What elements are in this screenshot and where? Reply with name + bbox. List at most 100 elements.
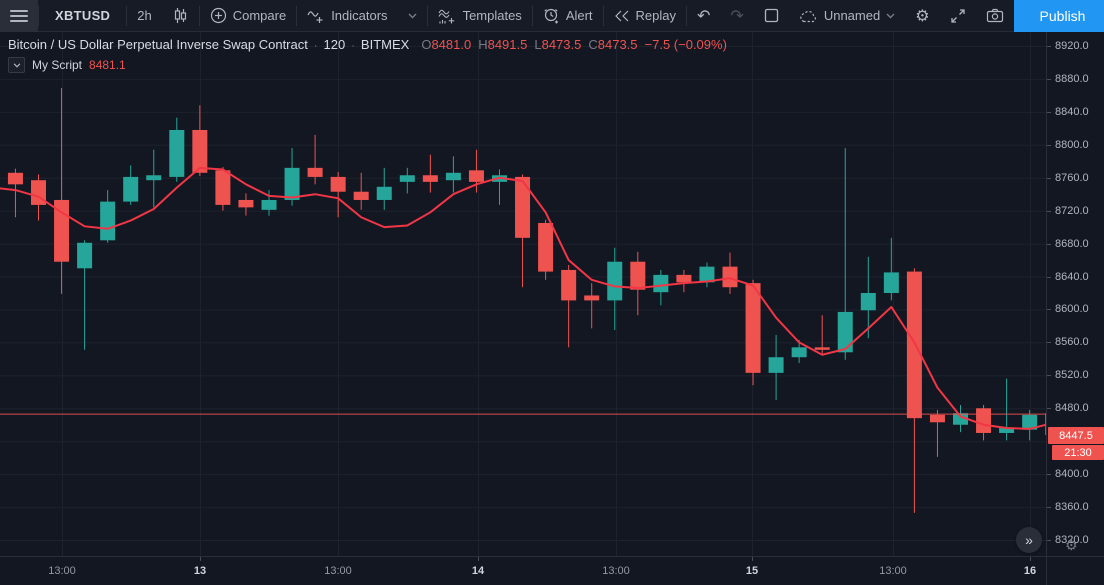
price-tick: [1047, 276, 1051, 278]
publish-button[interactable]: Publish: [1013, 0, 1104, 32]
candle-body: [215, 170, 231, 205]
candle-body: [515, 176, 531, 238]
ohlc-item: H8491.5: [478, 37, 528, 52]
legend-separator: ·: [313, 40, 318, 52]
toolbar-separator: [531, 5, 533, 26]
price-tick: [1047, 46, 1051, 47]
chart-settings-button[interactable]: ⚙: [905, 0, 939, 32]
chart-style-button[interactable]: [162, 0, 199, 32]
candle-body: [791, 347, 807, 358]
time-tick: [478, 557, 479, 561]
price-tick-label: 8680.0: [1055, 237, 1089, 250]
price-axis-settings-gear-icon[interactable]: ⚙: [1065, 537, 1078, 553]
candle-body: [1022, 414, 1038, 430]
price-tick: [1047, 474, 1051, 476]
time-tick-label-hour: 13:00: [602, 565, 630, 577]
legend-separator: ·: [351, 40, 355, 52]
candle-body: [768, 357, 784, 373]
alarm-clock-icon: [543, 7, 560, 24]
chart-legend: Bitcoin / US Dollar Perpetual Inverse Sw…: [8, 37, 727, 73]
candle-body: [123, 176, 139, 202]
candle-body: [169, 129, 185, 177]
candle-body: [77, 242, 93, 269]
candlestick-style-icon: [172, 7, 189, 24]
indicators-dropdown-arrow[interactable]: [398, 0, 427, 32]
main-menu-button[interactable]: [0, 0, 38, 32]
ohlc-item: L8473.5: [534, 37, 582, 52]
toolbar-right-group: Unnamed ⚙: [754, 0, 1104, 32]
price-tick-label: 8760.0: [1055, 171, 1089, 184]
cloud-save-button[interactable]: Unnamed: [789, 0, 905, 32]
indicators-label: Indicators: [331, 8, 388, 23]
candle-body: [837, 311, 853, 353]
candle-body: [860, 292, 876, 311]
undo-button[interactable]: ↶: [687, 0, 720, 32]
toolbar-separator: [602, 5, 604, 26]
candle-body: [330, 176, 346, 192]
price-tick-label: 8720.0: [1055, 204, 1089, 217]
price-tick-label: 8520.0: [1055, 369, 1089, 382]
price-tick: [1047, 342, 1051, 344]
compare-button[interactable]: Compare: [200, 0, 296, 32]
ohlc-item: O8481.0: [421, 37, 472, 52]
price-tick: [1047, 177, 1051, 179]
chevron-down-icon: [408, 13, 417, 19]
candle-body: [653, 274, 669, 293]
cloud-icon: [799, 9, 818, 23]
price-tick: [1047, 243, 1051, 245]
symbol-title[interactable]: Bitcoin / US Dollar Perpetual Inverse Sw…: [8, 37, 308, 52]
layout-grid-icon: [764, 8, 779, 23]
last-price-label: 8447.5: [1048, 427, 1104, 445]
redo-button[interactable]: ↷: [720, 0, 753, 32]
candle-body: [883, 272, 899, 293]
candle-body: [561, 269, 577, 301]
price-tick: [1047, 507, 1051, 509]
candle-body: [238, 199, 254, 208]
price-tick-label: 8800.0: [1055, 138, 1089, 151]
script-collapse-button[interactable]: [8, 57, 25, 73]
price-tick: [1047, 111, 1051, 113]
publish-split-button: Publish: [1013, 0, 1104, 32]
toolbar-separator: [126, 5, 128, 26]
replay-label: Replay: [635, 8, 677, 23]
replay-button[interactable]: Replay: [604, 0, 686, 32]
indicators-button[interactable]: Indicators: [297, 0, 397, 32]
candle-body: [630, 261, 646, 290]
change-value: −7.5 (−0.09%): [644, 37, 727, 52]
price-tick: [1047, 309, 1051, 311]
price-tick: [1047, 539, 1051, 541]
candle-body: [976, 408, 992, 433]
candle-body: [7, 172, 23, 185]
candle-body: [353, 191, 369, 200]
interval-button[interactable]: 2h: [137, 8, 152, 23]
alert-button[interactable]: Alert: [533, 0, 603, 32]
candle-body: [307, 167, 323, 177]
time-axis[interactable]: 13:00 13 13:00 14 13:00 15 13:00 16: [0, 556, 1104, 585]
candle-body: [100, 201, 116, 241]
candle-body: [607, 261, 623, 301]
script-value: 8481.1: [89, 58, 126, 72]
templates-button[interactable]: Templates: [428, 0, 532, 32]
legend-exchange: BITMEX: [360, 37, 410, 52]
candlestick-chart[interactable]: [0, 32, 1046, 556]
layout-select-button[interactable]: [754, 0, 789, 32]
price-tick: [1047, 375, 1051, 377]
screenshot-button[interactable]: [976, 0, 1014, 32]
price-tick-label: 8920.0: [1055, 40, 1089, 52]
candle-body: [445, 172, 461, 181]
chevron-down-icon: [886, 13, 895, 19]
time-tick: [1030, 557, 1031, 561]
price-tick: [1047, 210, 1051, 212]
scroll-to-latest-button[interactable]: »: [1016, 527, 1042, 553]
symbol-button[interactable]: XBTUSD: [55, 8, 111, 23]
fullscreen-button[interactable]: [940, 0, 976, 32]
price-tick: [1047, 78, 1051, 80]
price-axis[interactable]: 8920.0 8880.0 8840.0 8800.0 8760.0 8720.0 8680…: [1046, 32, 1104, 556]
script-name-label[interactable]: My Script: [32, 58, 83, 72]
legend-script-row: My Script 8481.1: [8, 57, 727, 73]
toolbar-separator: [198, 5, 200, 26]
price-tick: [1047, 408, 1051, 410]
templates-label: Templates: [462, 8, 522, 23]
compare-label: Compare: [232, 8, 287, 23]
alert-label: Alert: [565, 8, 593, 23]
